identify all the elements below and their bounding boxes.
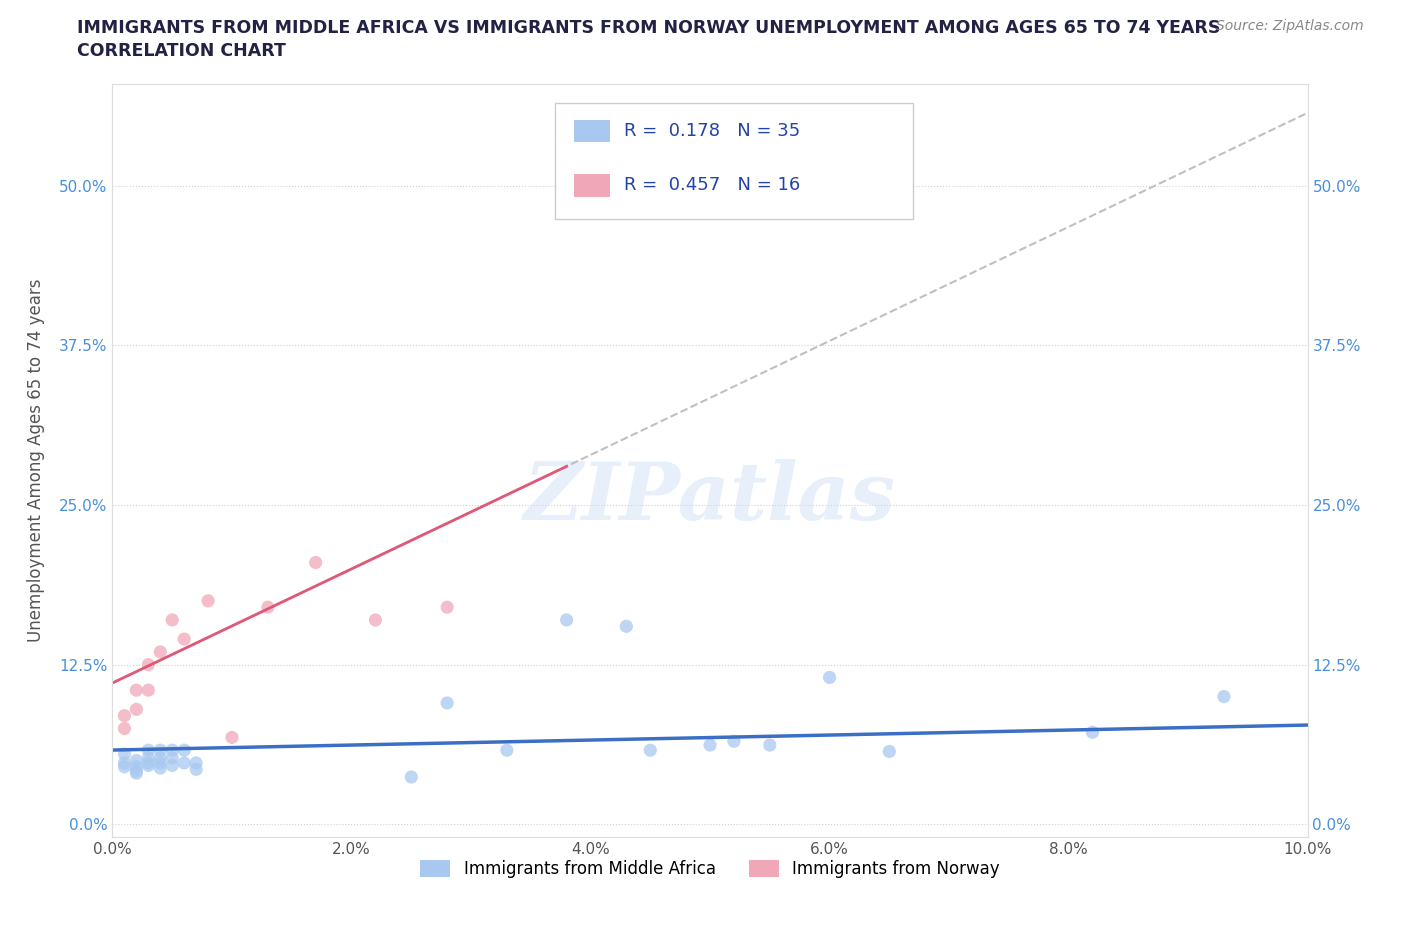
Point xyxy=(436,696,458,711)
Text: R =  0.178   N = 35: R = 0.178 N = 35 xyxy=(624,122,800,140)
FancyBboxPatch shape xyxy=(554,102,914,219)
FancyBboxPatch shape xyxy=(574,174,610,197)
Point xyxy=(114,709,135,724)
Point xyxy=(162,613,183,628)
Point xyxy=(173,755,195,770)
Point xyxy=(125,702,148,717)
Point xyxy=(162,743,183,758)
Point xyxy=(138,755,160,770)
Point xyxy=(699,737,721,752)
Text: CORRELATION CHART: CORRELATION CHART xyxy=(77,42,287,60)
Point xyxy=(125,683,148,698)
Point xyxy=(125,753,148,768)
Point xyxy=(138,758,160,773)
Point xyxy=(723,734,745,749)
Point xyxy=(114,747,135,762)
Point xyxy=(1213,689,1236,704)
Point xyxy=(138,683,160,698)
Point xyxy=(149,761,172,776)
Legend: Immigrants from Middle Africa, Immigrants from Norway: Immigrants from Middle Africa, Immigrant… xyxy=(413,854,1007,885)
Point xyxy=(879,744,901,759)
Text: Source: ZipAtlas.com: Source: ZipAtlas.com xyxy=(1216,19,1364,33)
Point xyxy=(162,758,183,773)
Point xyxy=(257,600,280,615)
Point xyxy=(149,644,172,659)
Point xyxy=(125,765,148,780)
Point xyxy=(759,737,782,752)
Point xyxy=(364,613,387,628)
Point xyxy=(401,769,423,784)
Point xyxy=(555,147,578,162)
Point xyxy=(1081,724,1104,739)
Point xyxy=(149,743,172,758)
Point xyxy=(138,658,160,672)
Point xyxy=(138,751,160,765)
Point xyxy=(818,670,841,684)
Point xyxy=(114,721,135,736)
Point xyxy=(221,730,243,745)
Point xyxy=(162,751,183,765)
Point xyxy=(138,743,160,758)
Point xyxy=(436,600,458,615)
Point xyxy=(173,631,195,646)
Point xyxy=(305,555,328,570)
Point xyxy=(149,751,172,765)
Point xyxy=(186,762,208,777)
Text: R =  0.457   N = 16: R = 0.457 N = 16 xyxy=(624,177,800,194)
Point xyxy=(125,764,148,778)
Text: ZIPatlas: ZIPatlas xyxy=(524,459,896,537)
Y-axis label: Unemployment Among Ages 65 to 74 years: Unemployment Among Ages 65 to 74 years xyxy=(27,279,45,642)
Point xyxy=(125,759,148,774)
Point xyxy=(197,593,219,608)
FancyBboxPatch shape xyxy=(574,120,610,142)
Point xyxy=(616,618,638,633)
Text: IMMIGRANTS FROM MIDDLE AFRICA VS IMMIGRANTS FROM NORWAY UNEMPLOYMENT AMONG AGES : IMMIGRANTS FROM MIDDLE AFRICA VS IMMIGRA… xyxy=(77,19,1220,36)
Point xyxy=(186,755,208,770)
Point xyxy=(114,755,135,770)
Point xyxy=(555,613,578,628)
Point xyxy=(496,743,519,758)
Point xyxy=(149,755,172,770)
Point xyxy=(173,743,195,758)
Point xyxy=(640,743,662,758)
Point xyxy=(114,759,135,774)
